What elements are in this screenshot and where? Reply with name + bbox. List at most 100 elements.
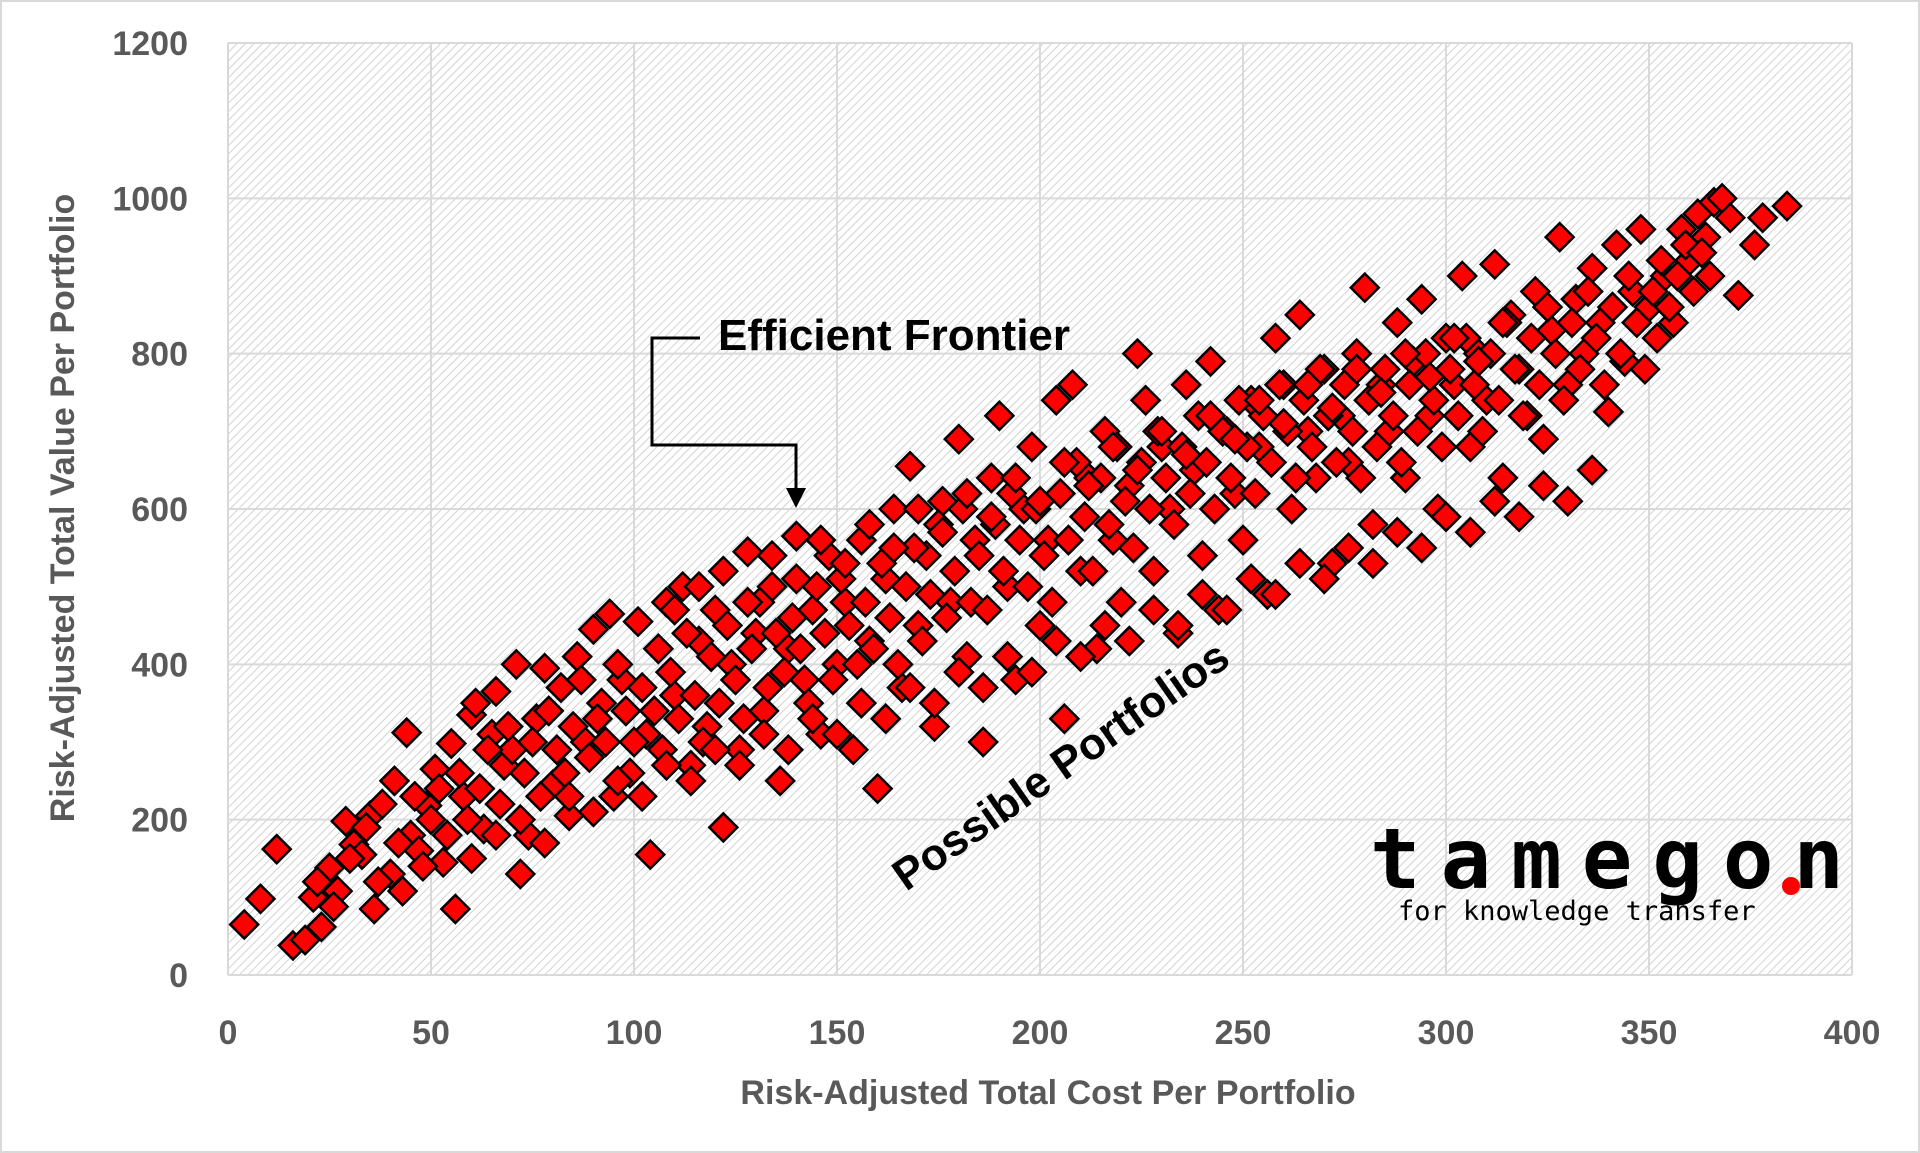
data-point [427, 846, 459, 879]
data-point [1137, 594, 1170, 626]
data-point [963, 539, 995, 572]
data-point [1357, 547, 1389, 580]
x-tick-label: 300 [1418, 1014, 1475, 1052]
y-tick-label: 400 [131, 646, 188, 684]
data-point [1771, 190, 1803, 222]
data-point [1446, 260, 1479, 292]
x-tick-label: 0 [219, 1014, 238, 1052]
data-point [943, 656, 975, 688]
data-point [951, 477, 983, 510]
tick-labels: 0 50 100 150 200 250 300 350 400 0 200 400 600 800 100… [112, 25, 1880, 1052]
logo-tagline: for knowledge transfer [1398, 896, 1756, 927]
data-point [1064, 640, 1097, 673]
data-point [451, 803, 484, 836]
data-point [817, 664, 849, 696]
data-point [1170, 438, 1202, 471]
data-point [967, 671, 999, 704]
data-point [845, 687, 878, 719]
data-point [882, 648, 914, 681]
data-point [1117, 532, 1150, 564]
data-point [1523, 368, 1556, 401]
data-point [1239, 477, 1271, 510]
data-point [305, 911, 338, 943]
data-point [1552, 485, 1584, 518]
data-point [914, 578, 947, 611]
data-point [1129, 384, 1162, 417]
data-point [492, 710, 524, 743]
data-point [776, 601, 809, 634]
data-point [1361, 431, 1393, 463]
data-point [849, 586, 882, 618]
data-point [1198, 493, 1231, 525]
data-point [837, 733, 870, 766]
data-point [1292, 368, 1324, 401]
x-tick-label: 150 [809, 1014, 866, 1052]
data-point [480, 675, 512, 708]
data-point [1089, 609, 1121, 642]
data-point [431, 819, 464, 851]
data-point [1547, 384, 1580, 417]
data-point [1381, 516, 1414, 549]
data-point [748, 718, 780, 751]
data-point [711, 609, 744, 642]
data-point [1170, 368, 1202, 401]
data-point [378, 765, 411, 797]
data-point [1629, 353, 1661, 385]
y-tick-label: 1000 [112, 180, 188, 218]
y-tick-label: 600 [131, 491, 188, 529]
data-point [662, 702, 695, 735]
data-point [1121, 454, 1154, 486]
data-point [423, 772, 455, 805]
data-point [999, 462, 1032, 494]
annotation-arrow-head [786, 488, 806, 508]
data-point [1389, 337, 1422, 370]
tamegon-logo: tamegon for knowledge transfer [1370, 810, 1844, 927]
data-point [1365, 376, 1397, 409]
data-point [1564, 353, 1596, 385]
data-point [1641, 322, 1673, 354]
data-point [317, 890, 350, 923]
data-point [390, 716, 423, 749]
data-point [593, 598, 626, 630]
data-point [484, 788, 516, 820]
data-point [869, 702, 902, 735]
data-point [707, 555, 740, 587]
data-point [1507, 400, 1539, 432]
data-point [796, 702, 829, 735]
data-point [764, 765, 796, 797]
data-point [735, 633, 768, 665]
data-point [362, 866, 394, 898]
data-point [1527, 469, 1560, 502]
data-point [1438, 322, 1470, 354]
data-point [1284, 547, 1316, 580]
data-point [1543, 221, 1576, 253]
data-point [1401, 415, 1434, 448]
data-point [1600, 229, 1633, 261]
data-point [890, 570, 922, 603]
data-point [553, 780, 585, 813]
data-point [1296, 431, 1328, 463]
data-point [528, 652, 561, 684]
data-point [1462, 345, 1495, 378]
data-point [626, 780, 658, 813]
data-point [1227, 524, 1259, 556]
data-point [918, 710, 951, 743]
data-point [1430, 500, 1462, 533]
data-point [804, 524, 837, 556]
data-point [1243, 384, 1276, 417]
data-point [833, 609, 865, 642]
data-point [573, 741, 606, 774]
data-point [1405, 532, 1438, 564]
data-point [1024, 609, 1056, 642]
data-point [1539, 337, 1572, 370]
data-point [443, 757, 476, 789]
y-tick-label: 1200 [112, 25, 188, 63]
data-point [719, 664, 752, 696]
data-point [1210, 594, 1243, 626]
data-point [1194, 345, 1227, 378]
data-point [1556, 306, 1588, 339]
data-point [987, 555, 1020, 587]
data-point [1003, 524, 1036, 556]
data-point [991, 640, 1024, 673]
data-point [1454, 516, 1487, 549]
